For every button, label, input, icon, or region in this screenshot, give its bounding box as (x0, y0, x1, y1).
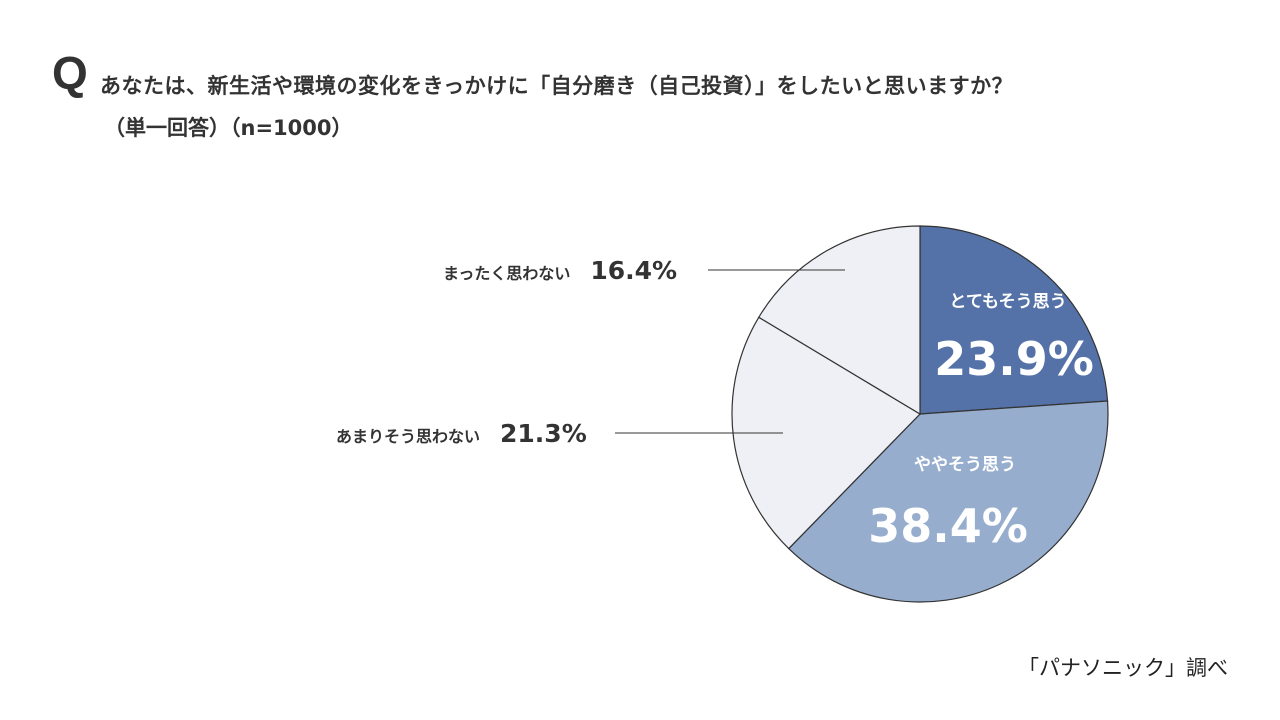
label-not-at-all-name: まったく思わない (443, 264, 571, 283)
slice-very-much (919, 225, 1109, 415)
label-not-much-name: あまりそう思わない (336, 427, 481, 446)
question-subtitle: （単一回答）（n=1000） (104, 116, 353, 140)
label-not-much-value: 21.3% (500, 419, 587, 448)
slice-label-very-much-name: とてもそう思う (949, 292, 1066, 312)
pie-slices (731, 225, 1109, 603)
slice-label-very-much-value: 23.9% (934, 332, 1094, 386)
slice-not-at-all (757, 225, 921, 416)
question-mark: Q (52, 47, 88, 99)
slice-not-much (731, 316, 921, 550)
slice-somewhat (787, 400, 1109, 603)
label-not-much: あまりそう思わない 21.3% (336, 419, 587, 448)
question-text: あなたは、新生活や環境の変化をきっかけに「自分磨き（自己投資）」をしたいと思いま… (100, 74, 1014, 98)
slice-label-somewhat-name: ややそう思う (914, 455, 1016, 475)
slice-label-somewhat-value: 38.4% (868, 499, 1028, 553)
label-not-at-all-value: 16.4% (590, 256, 678, 285)
label-not-at-all: まったく思わない 16.4% (443, 256, 677, 285)
source-note: 「パナソニック」調べ (1018, 656, 1228, 680)
